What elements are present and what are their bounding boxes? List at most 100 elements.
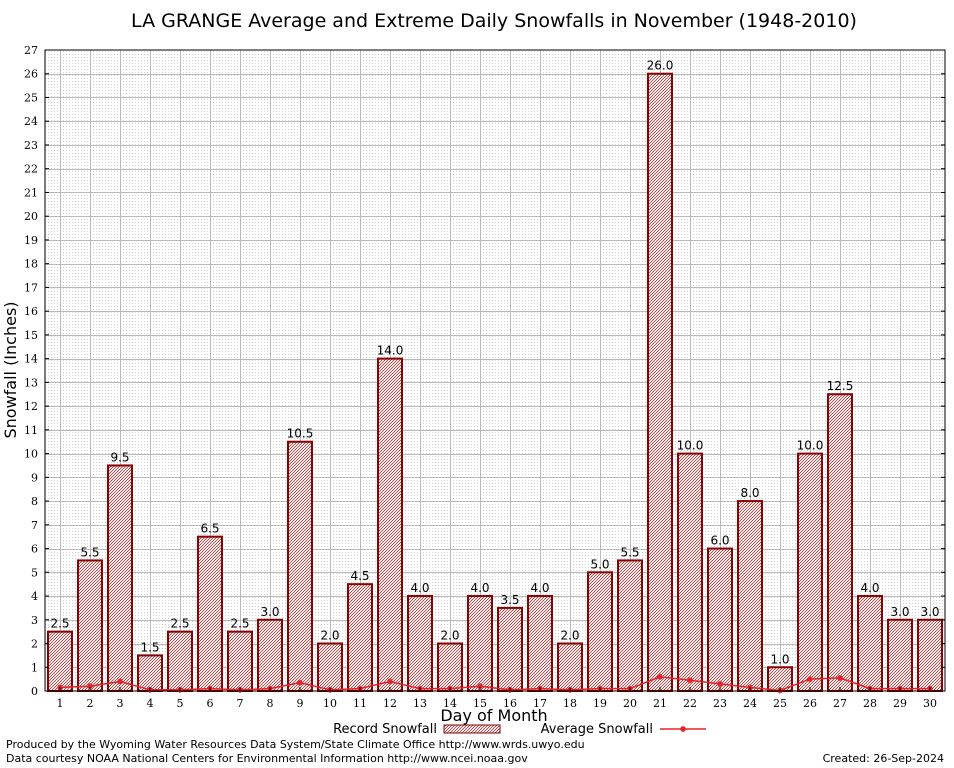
y-tick-label: 20 xyxy=(24,210,38,223)
bar-value-label: 2.5 xyxy=(170,617,189,631)
x-tick-label: 19 xyxy=(593,697,607,710)
x-tick-label: 11 xyxy=(353,697,367,710)
y-tick-label: 4 xyxy=(31,590,38,603)
average-point xyxy=(87,683,93,690)
average-point xyxy=(837,674,843,681)
bar-day-13 xyxy=(407,595,433,693)
legend-average-label: Average Snowfall xyxy=(541,722,653,737)
x-axis-label: Day of Month xyxy=(440,706,547,725)
bar-day-11 xyxy=(347,583,373,693)
y-tick-label: 10 xyxy=(24,448,38,461)
y-tick-label: 8 xyxy=(31,495,38,508)
y-tick-label: 18 xyxy=(24,258,38,271)
x-tick-label: 21 xyxy=(653,697,667,710)
x-tick-label: 15 xyxy=(473,697,487,710)
y-tick-label: 14 xyxy=(24,353,38,366)
bar-day-2 xyxy=(77,559,103,692)
y-tick-label: 1 xyxy=(31,661,38,674)
bar-value-label: 1.0 xyxy=(770,652,789,666)
bar-value-label: 3.0 xyxy=(890,605,909,619)
x-tick-label: 18 xyxy=(563,697,577,710)
y-tick-label: 19 xyxy=(24,234,38,247)
legend-record-label: Record Snowfall xyxy=(333,722,437,737)
x-tick-label: 28 xyxy=(863,697,877,710)
bar-day-17 xyxy=(527,595,553,693)
bar-day-12 xyxy=(377,357,403,692)
x-tick-label: 17 xyxy=(533,697,547,710)
average-point xyxy=(297,679,303,686)
x-tick-label: 8 xyxy=(267,697,274,710)
bar-day-5 xyxy=(167,630,193,692)
y-tick-label: 24 xyxy=(24,115,38,128)
bar-day-14 xyxy=(437,642,463,692)
bar-value-label: 10.0 xyxy=(797,439,824,453)
y-tick-label: 12 xyxy=(24,400,38,413)
bar-day-24 xyxy=(737,500,763,692)
x-tick-label: 14 xyxy=(443,697,457,710)
y-axis-label: Snowfall (Inches) xyxy=(1,301,20,438)
y-tick-label: 23 xyxy=(24,139,38,152)
x-tick-label: 9 xyxy=(297,697,304,710)
bar-value-label: 6.5 xyxy=(200,522,219,536)
legend-record-swatch xyxy=(443,724,501,734)
x-tick-label: 27 xyxy=(833,697,847,710)
bar-value-label: 5.0 xyxy=(590,557,609,571)
bar-value-label: 10.5 xyxy=(287,427,314,441)
x-tick-label: 4 xyxy=(147,697,154,710)
x-tick-label: 26 xyxy=(803,697,817,710)
y-tick-label: 9 xyxy=(31,471,38,484)
bar-day-8 xyxy=(257,618,283,692)
bar-day-28 xyxy=(857,595,883,693)
bar-value-label: 6.0 xyxy=(710,534,729,548)
bar-day-15 xyxy=(467,595,493,693)
bar-value-label: 1.5 xyxy=(140,640,159,654)
bar-day-19 xyxy=(587,571,613,693)
x-tick-label: 29 xyxy=(893,697,907,710)
chart-title: LA GRANGE Average and Extreme Daily Snow… xyxy=(131,10,857,32)
bar-value-label: 12.5 xyxy=(827,379,854,393)
average-point xyxy=(117,678,123,685)
average-point xyxy=(717,680,723,687)
average-point xyxy=(657,673,663,680)
bar-day-9 xyxy=(287,440,313,692)
bar-value-label: 26.0 xyxy=(647,59,674,73)
bar-value-label: 14.0 xyxy=(377,344,404,358)
bar-day-16 xyxy=(497,606,523,692)
x-tick-label: 30 xyxy=(923,697,937,710)
bar-day-22 xyxy=(677,452,703,692)
average-point xyxy=(477,683,483,690)
bar-value-label: 9.5 xyxy=(110,450,129,464)
bar-value-label: 4.5 xyxy=(350,569,369,583)
y-tick-label: 6 xyxy=(31,543,38,556)
average-point xyxy=(387,678,393,685)
y-axis-ticks: 0123456789101112131415161718192021222324… xyxy=(24,44,945,698)
footer-created-date: Created: 26-Sep-2024 xyxy=(823,752,944,765)
y-tick-label: 3 xyxy=(31,614,38,627)
bar-day-18 xyxy=(557,642,583,692)
x-tick-label: 25 xyxy=(773,697,787,710)
bar-value-label: 2.0 xyxy=(440,629,459,643)
bar-day-7 xyxy=(227,630,253,692)
average-line-path xyxy=(59,676,930,692)
y-tick-label: 22 xyxy=(24,163,38,176)
bar-value-label: 2.0 xyxy=(560,629,579,643)
x-tick-label: 23 xyxy=(713,697,727,710)
bar-day-29 xyxy=(887,618,913,692)
legend-average-marker xyxy=(680,726,686,732)
bar-day-10 xyxy=(317,642,343,692)
y-tick-label: 26 xyxy=(24,68,38,81)
x-tick-label: 6 xyxy=(207,697,214,710)
bar-day-20 xyxy=(617,559,643,692)
x-tick-label: 10 xyxy=(323,697,337,710)
y-tick-label: 0 xyxy=(31,685,38,698)
value-labels: 2.5 5.5 9.5 1.5 2.5 6.5 2.5 3.0 10.5 2.0 4.5 14.0 4.… xyxy=(50,59,939,667)
bar-value-label: 8.0 xyxy=(740,486,759,500)
bar-day-1 xyxy=(47,630,73,692)
footer-produced-by: Produced by the Wyoming Water Resources … xyxy=(6,738,585,751)
x-tick-label: 13 xyxy=(413,697,427,710)
x-tick-label: 20 xyxy=(623,697,637,710)
bars xyxy=(47,72,943,693)
bar-value-label: 4.0 xyxy=(530,581,549,595)
bar-value-label: 10.0 xyxy=(677,439,704,453)
